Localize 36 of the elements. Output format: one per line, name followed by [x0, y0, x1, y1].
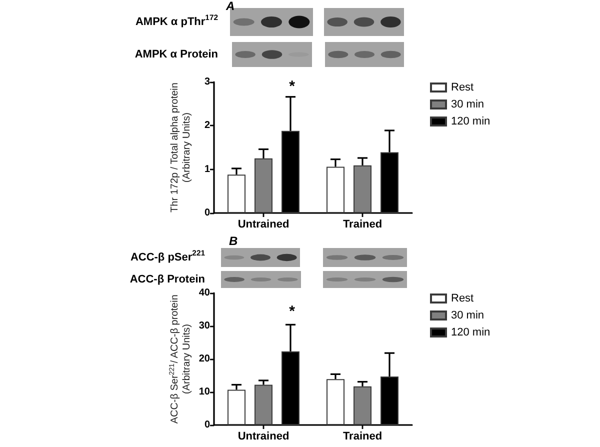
text: AMPK α Protein [134, 48, 218, 60]
legend-label: 120 min [451, 326, 490, 338]
y-tick-label: 2 [204, 120, 210, 132]
bar [228, 390, 246, 425]
text: ACC-β pSer$^{221}$ [130, 248, 206, 264]
bar [354, 386, 372, 425]
x-tick-label: Trained [342, 218, 382, 230]
y-tick-label: 10 [198, 386, 210, 398]
x-tick-label: Untrained [238, 218, 290, 230]
y-tick-label: 3 [204, 76, 210, 88]
legend-label: Rest [451, 292, 474, 304]
bar [354, 165, 372, 213]
bar [326, 166, 344, 213]
y-tick-label: 30 [198, 320, 210, 332]
legend-label: 120 min [451, 116, 490, 128]
x-tick-label: Untrained [238, 430, 290, 442]
bar [254, 384, 272, 425]
y-tick-label: 40 [198, 288, 210, 298]
legend-label: 30 min [451, 98, 484, 110]
bar [254, 158, 272, 213]
annotation: * [289, 78, 296, 94]
bar [228, 174, 246, 213]
legend-label: Rest [451, 82, 474, 94]
x-tick-label: Trained [342, 430, 382, 442]
text: AMPK α pThr$^{172}$ [135, 13, 218, 28]
y-axis-title: Thr 172p / Total alpha protein (Arbitrary Units) [170, 82, 192, 212]
text: ACC-β Protein [130, 274, 206, 286]
annotation: * [289, 302, 296, 320]
legend-label: 30 min [451, 310, 484, 322]
bar [326, 379, 344, 425]
y-tick-label: 20 [198, 354, 210, 364]
y-tick-label: 0 [204, 420, 210, 430]
y-tick-label: 0 [204, 208, 210, 218]
text: B [229, 234, 238, 248]
y-tick-label: 1 [204, 164, 210, 175]
text: A [225, 0, 235, 13]
